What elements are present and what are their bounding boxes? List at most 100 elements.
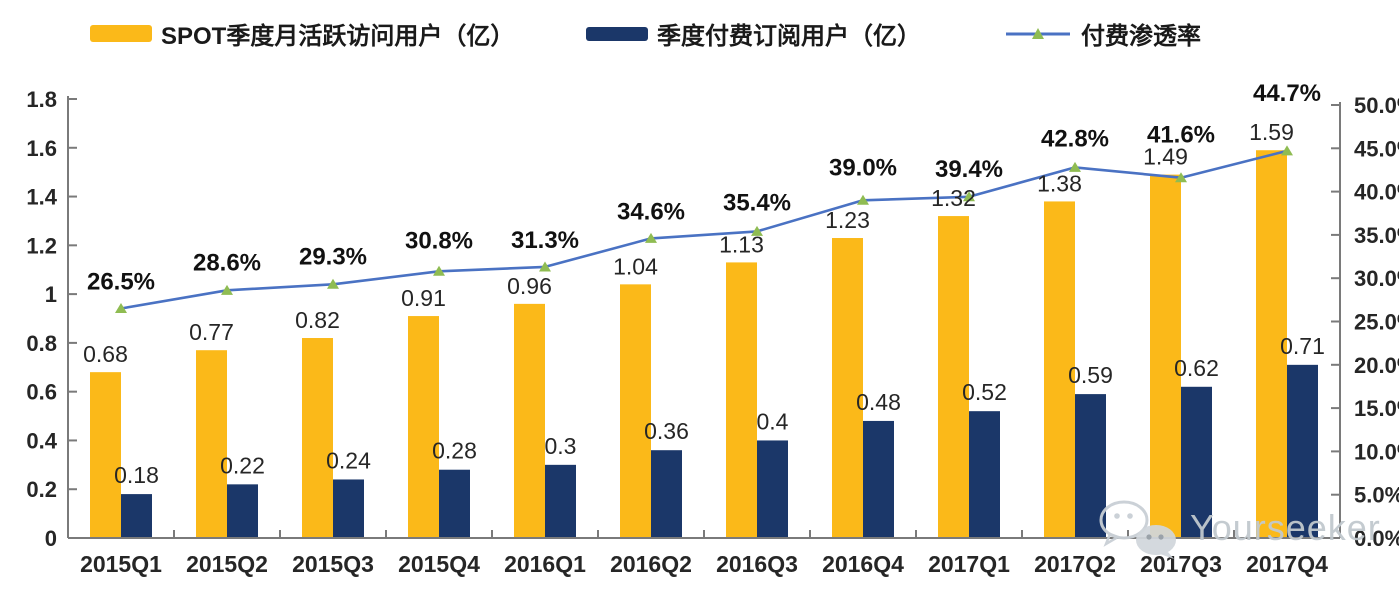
x-axis-label: 2015Q1	[80, 551, 162, 577]
penetration-marker-icon	[327, 278, 339, 289]
subs-bar	[121, 494, 152, 538]
penetration-marker-icon	[539, 261, 551, 272]
subs-bar	[651, 450, 682, 538]
left-axis-tick-label: 1	[45, 282, 57, 307]
right-axis-tick-label: 10.0%	[1354, 439, 1399, 464]
legend-label-subs: 季度付费订阅用户（亿）	[657, 23, 921, 50]
mau-bar	[90, 372, 121, 538]
penetration-pct-label: 42.8%	[1041, 125, 1109, 152]
penetration-pct-label: 29.3%	[299, 243, 367, 270]
mau-value-label: 1.23	[825, 207, 870, 233]
subs-value-label: 0.3	[545, 433, 577, 459]
left-axis-tick-label: 1.4	[26, 185, 57, 210]
mau-bar	[1044, 201, 1075, 538]
penetration-pct-label: 34.6%	[617, 198, 685, 225]
mau-value-label: 0.96	[507, 273, 552, 299]
left-axis-tick-label: 0.2	[26, 477, 57, 502]
subs-bar	[227, 484, 258, 538]
x-axis-label: 2017Q2	[1034, 551, 1116, 577]
mau-value-label: 1.13	[719, 231, 764, 257]
penetration-marker-icon	[221, 284, 233, 295]
x-axis-label: 2016Q3	[716, 551, 798, 577]
subs-value-label: 0.24	[326, 447, 371, 473]
mau-bar	[302, 338, 333, 538]
mau-value-label: 0.77	[189, 319, 234, 345]
subs-value-label: 0.18	[114, 462, 159, 488]
subs-value-label: 0.22	[220, 452, 265, 478]
mau-value-label: 1.49	[1143, 144, 1188, 170]
mau-bar	[1150, 174, 1181, 538]
subs-bar	[863, 420, 894, 538]
subs-bar	[1287, 364, 1318, 538]
x-axis-label: 2017Q1	[928, 551, 1010, 577]
right-axis-tick-label: 40.0%	[1354, 180, 1399, 205]
legend: SPOT季度月活跃访问用户（亿） 季度付费订阅用户（亿） 付费渗透率	[0, 0, 1399, 60]
subs-swatch-icon	[586, 26, 648, 41]
penetration-pct-label: 41.6%	[1147, 122, 1215, 149]
legend-item-penetration: 付费渗透率	[1004, 16, 1201, 51]
legend-item-mau: SPOT季度月活跃访问用户（亿）	[90, 16, 514, 51]
mau-bar	[832, 238, 863, 538]
penetration-pct-label: 39.0%	[829, 154, 897, 181]
line-marker-swatch-icon	[1006, 27, 1070, 39]
legend-item-subs: 季度付费订阅用户（亿）	[586, 16, 921, 51]
left-axis-tick-label: 0.6	[26, 380, 57, 405]
subs-bar	[969, 411, 1000, 538]
left-axis-tick-label: 1.2	[26, 233, 57, 258]
penetration-pct-label: 44.7%	[1253, 80, 1321, 107]
right-axis-tick-label: 30.0%	[1354, 266, 1399, 291]
left-axis-tick-label: 0.4	[26, 428, 57, 453]
mau-value-label: 0.82	[295, 307, 340, 333]
mau-value-label: 0.68	[83, 341, 128, 367]
penetration-marker-icon	[1175, 172, 1187, 183]
subs-bar	[333, 479, 364, 538]
right-axis-tick-label: 45.0%	[1354, 136, 1399, 161]
penetration-marker-icon	[751, 225, 763, 236]
subs-value-label: 0.59	[1068, 362, 1113, 388]
mau-bar	[726, 262, 757, 538]
mau-swatch-icon	[90, 25, 152, 42]
penetration-pct-label: 35.4%	[723, 189, 791, 216]
penetration-pct-label: 26.5%	[87, 269, 155, 296]
legend-label-mau: SPOT季度月活跃访问用户（亿）	[161, 23, 515, 50]
mau-value-label: 1.32	[931, 185, 976, 211]
mau-bar	[196, 350, 227, 538]
right-axis-tick-label: 50.0%	[1354, 93, 1399, 118]
subs-value-label: 0.36	[644, 418, 689, 444]
penetration-marker-icon	[1069, 161, 1081, 172]
mau-bar	[1256, 150, 1287, 538]
x-axis-label: 2015Q4	[398, 551, 480, 577]
x-axis-label: 2017Q4	[1246, 551, 1328, 577]
mau-value-label: 1.59	[1249, 119, 1294, 145]
x-axis-label: 2016Q1	[504, 551, 586, 577]
mau-bar	[408, 316, 439, 538]
left-axis-tick-label: 1.6	[26, 136, 57, 161]
mau-bar	[620, 284, 651, 538]
penetration-line	[120, 149, 1288, 310]
mau-value-label: 1.04	[613, 253, 658, 279]
subs-bar	[1075, 394, 1106, 538]
penetration-marker-icon	[645, 232, 657, 243]
subs-bar	[545, 464, 576, 538]
x-axis-label: 2017Q3	[1140, 551, 1222, 577]
right-axis-tick-label: 20.0%	[1354, 353, 1399, 378]
left-axis-tick-label: 0.8	[26, 331, 57, 356]
left-axis-tick-label: 1.8	[26, 87, 57, 112]
subs-value-label: 0.52	[962, 379, 1007, 405]
legend-label-penetration: 付费渗透率	[1081, 23, 1201, 50]
subs-value-label: 0.48	[856, 389, 901, 415]
penetration-marker-icon	[963, 191, 975, 202]
mau-bar	[938, 216, 969, 539]
subs-bar	[757, 440, 788, 538]
penetration-pct-label: 30.8%	[405, 227, 473, 254]
penetration-marker-icon	[1281, 145, 1293, 156]
mau-value-label: 0.91	[401, 285, 446, 311]
right-axis-tick-label: 15.0%	[1354, 396, 1399, 421]
right-axis-tick-label: 25.0%	[1354, 310, 1399, 335]
subs-value-label: 0.71	[1280, 333, 1325, 359]
penetration-pct-label: 39.4%	[935, 156, 1003, 183]
mau-bar	[514, 303, 545, 538]
subs-bar	[439, 469, 470, 538]
